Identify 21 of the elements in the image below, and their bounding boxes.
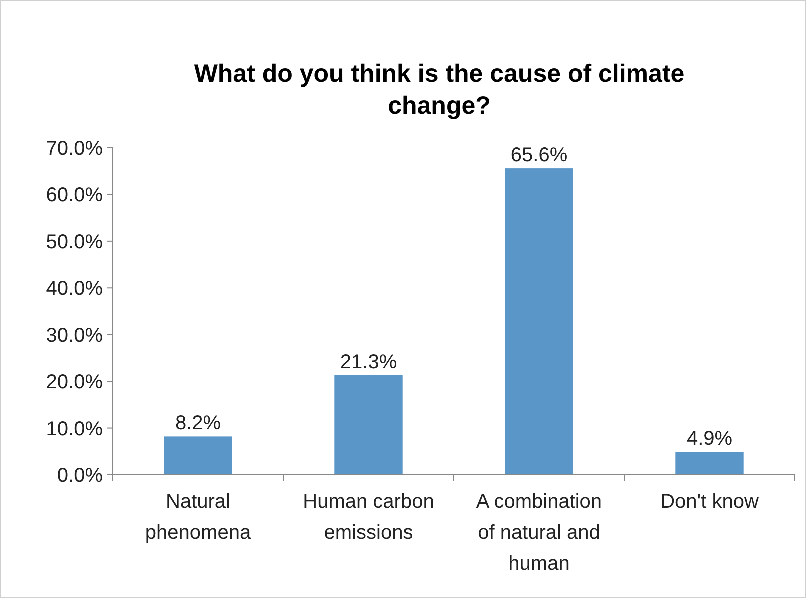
y-tick-label: 10.0%: [46, 418, 104, 440]
x-tick-label: Natural phenomena: [145, 491, 252, 544]
bar: [164, 436, 232, 475]
x-tick-label: Human carbon emissions: [303, 491, 434, 544]
y-tick-label: 50.0%: [46, 231, 104, 254]
bar: [505, 168, 574, 475]
chart-title: What do you think is the cause of climate change?: [194, 60, 685, 120]
data-label: 21.3%: [340, 352, 398, 374]
data-label: 4.9%: [686, 428, 733, 450]
bar: [676, 452, 744, 475]
y-tick-label: 0.0%: [57, 465, 104, 487]
y-tick-label: 60.0%: [46, 184, 104, 207]
x-tick-label: Don't know: [660, 491, 760, 513]
data-label: 8.2%: [175, 412, 222, 435]
y-tick-label: 40.0%: [46, 278, 104, 300]
x-tick-label: A combination of natural and human: [476, 491, 602, 575]
y-tick-label: 30.0%: [46, 324, 104, 347]
y-tick-label: 70.0%: [46, 138, 104, 160]
bar: [334, 376, 403, 475]
y-tick-label: 20.0%: [46, 372, 104, 394]
data-label: 65.6%: [510, 144, 568, 167]
